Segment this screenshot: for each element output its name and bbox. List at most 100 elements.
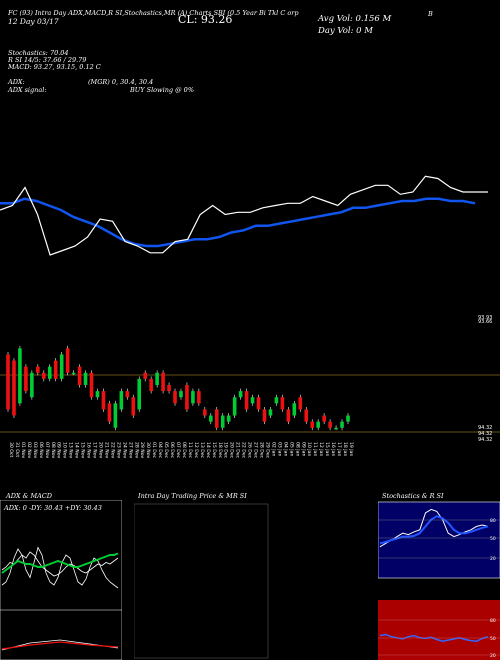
candle-body [232,397,237,416]
candle-body [6,354,10,410]
x-tick-label: 19 Jan [348,442,354,456]
adx-macd-panel: ADX: 0 -DY: 30.43 +DY: 30.43 [0,500,122,660]
x-tick-label: 17 Jan [336,442,342,456]
header-day-volume: Day Vol: 0 M [318,26,373,36]
x-tick-label: 08 Jan [294,442,300,456]
x-tick-label: 07 Dec [175,442,181,459]
adx-label: ADX: [8,78,25,86]
intraday-frame [134,503,269,659]
stoch-level-label: 80 [490,518,496,524]
x-tick-label: 04 Jan [282,442,288,456]
candle-body [191,391,195,404]
ema-line [0,197,476,248]
price-top-label2: 93.66 [478,319,492,325]
candle-body [125,391,130,398]
candle-body [173,391,177,404]
candle-body [286,409,291,422]
candle-body [113,403,118,428]
candle-body [18,348,22,404]
candle-body [256,397,261,410]
candle-body [226,415,231,422]
x-tick-label: 06 Dec [169,442,175,459]
candle-body [238,391,243,398]
candle-body [262,409,267,422]
price-axis-label: 94.32 [478,431,492,437]
rsi-level-label: 80 [490,618,496,624]
x-tick-label: 31 Oct [14,442,20,457]
x-tick-label: 09 Nov [56,442,62,459]
x-tick-label: 24 Nov [121,442,127,459]
candle-body [36,366,40,373]
x-tick-label: 17 Nov [92,442,98,459]
x-tick-label: 28 Dec [259,442,265,459]
x-tick-label: 04 Dec [157,442,163,459]
x-tick-label: 14 Nov [74,442,80,459]
candle-body [161,372,165,392]
candle-body [214,409,219,428]
stoch-bg [378,501,500,579]
x-tick-label: 30 Nov [145,442,151,459]
x-tick-label: 06 Nov [38,442,44,459]
x-tick-label: 20 Dec [229,442,235,459]
x-tick-label: 15 Jan [324,442,330,456]
x-tick-label: 21 Dec [235,442,241,459]
price-top-label: 93.93 [478,315,492,321]
stoch-level-label: 20 [490,556,496,562]
stoch-d [379,515,489,545]
x-tick-label: 08 Dec [181,442,187,459]
candle-body [53,360,58,379]
candle-body [268,409,273,416]
x-tick-label: 13 Nov [68,442,74,459]
candle-body [197,391,201,404]
header-close-price: CL: 93.26 [178,13,233,26]
x-tick-label: 30 Oct [8,442,14,457]
x-tick-label: 14 Dec [205,442,211,459]
candle-body [30,372,34,398]
plus-dy-line [1,552,119,574]
x-tick-label: 03 Nov [32,442,38,459]
rsi-value: R SI 14/5: 37.66 / 29.79 [8,56,87,64]
price-axis-label: 94.32 [478,437,492,443]
candle-body [71,372,76,375]
candle-body [274,397,279,404]
adx-macd-title: ADX & MACD [6,492,52,500]
header-corner-label: B [428,10,433,18]
candle-body [41,372,46,379]
x-tick-label: 21 Nov [103,442,109,459]
x-tick-label: 03 Jan [276,442,282,456]
x-tick-label: 05 Dec [163,442,169,459]
candle-body [95,391,100,398]
header-indicators-line: FC (93) Intra Day ADX,MACD,R SI,Stochast… [8,9,299,17]
x-tick-label: 01 Dec [151,442,157,459]
x-tick-label: 10 Nov [62,442,68,459]
candle-body [179,391,183,398]
candle-body [59,354,64,379]
x-tick-label: 15 Dec [211,442,217,459]
candle-body [167,385,171,392]
candle-body [101,391,106,410]
x-tick-label: 12 Dec [193,442,199,459]
x-tick-label: 20 Nov [97,442,103,459]
x-tick-label: 27 Nov [127,442,133,459]
stoch-rsi-title: Stochastics & R SI [382,492,444,500]
x-tick-label: 07 Nov [44,442,50,459]
x-tick-label: 15 Nov [80,442,86,459]
x-tick-label: 19 Dec [223,442,229,459]
candle-body [119,391,124,410]
candle-body [83,372,88,385]
price-axis-label: 94.32 [478,425,492,431]
candle-body [155,372,159,385]
candle-body [77,366,82,385]
x-tick-label: 10 Jan [306,442,312,456]
candle-body [89,372,94,398]
candle-body [143,372,147,379]
x-tick-label: 16 Nov [86,442,92,459]
candle-body [304,409,309,422]
candle-body [185,385,189,410]
x-tick-label: 28 Nov [133,442,139,459]
stoch-k [379,508,489,548]
x-tick-label: 23 Nov [115,442,121,459]
candle-body [203,409,207,416]
rsi-bg [378,600,500,660]
